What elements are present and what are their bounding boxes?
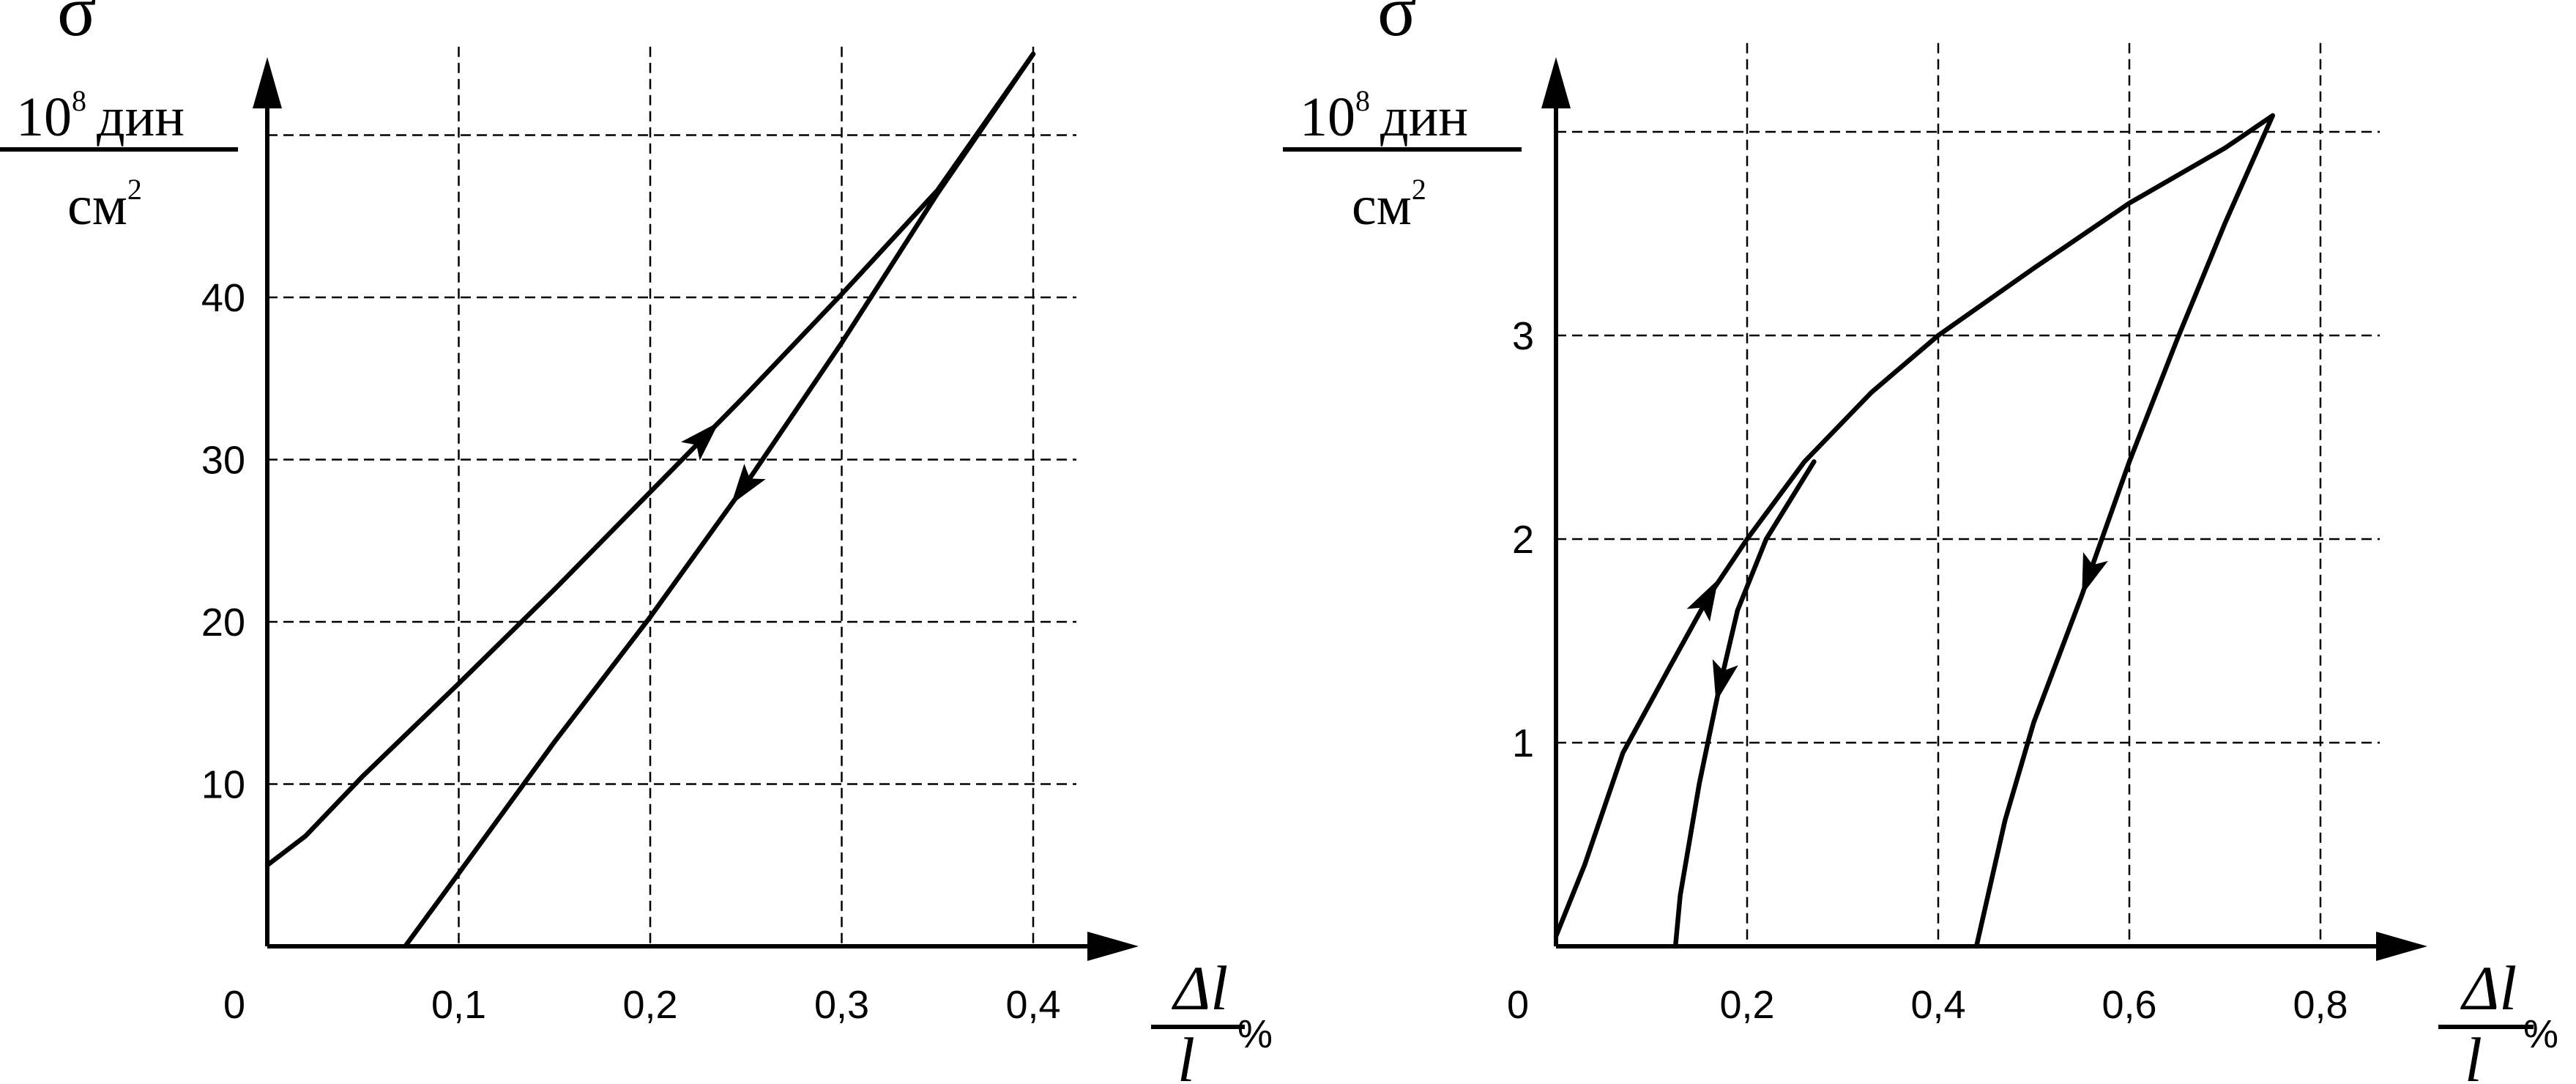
- y-unit-cm-exp: 2: [127, 173, 142, 206]
- x-axis-arrowhead: [2376, 932, 2427, 961]
- y-unit-base: 10: [1300, 86, 1355, 148]
- y-unit-exp: 8: [1355, 84, 1370, 117]
- series-curve-1: [1672, 459, 1817, 949]
- series-direction-arrow: [680, 422, 720, 461]
- series-direction-arrow: [1712, 659, 1738, 702]
- y-unit-dyn: дин: [1380, 86, 1468, 148]
- x-unit-denominator: l: [1177, 1025, 1195, 1084]
- y-tick-label: 10: [201, 763, 245, 807]
- x-tick-label: 0,6: [2102, 983, 2156, 1027]
- origin-label: 0: [223, 983, 245, 1027]
- y-tick-label: 3: [1512, 314, 1534, 358]
- y-unit-cm: см: [67, 175, 127, 237]
- y-unit-base: 10: [16, 86, 72, 148]
- x-unit-numerator: Δl: [2460, 953, 2517, 1023]
- x-unit-percent: %: [1237, 1012, 1273, 1056]
- y-axis-arrowhead: [253, 57, 282, 108]
- y-unit-dyn: дин: [97, 86, 185, 148]
- x-tick-label: 0,8: [2293, 983, 2348, 1027]
- x-tick-label: 0,4: [1005, 983, 1060, 1027]
- chart-left: σ 108 дин см2 0 Δl l % 0,1 0,2 0,3 0,4102030…: [0, 0, 1273, 1084]
- x-tick-label: 0,4: [1910, 983, 1965, 1027]
- y-tick-label: 30: [201, 439, 245, 483]
- x-tick-label: 0,2: [1719, 983, 1774, 1027]
- y-unit-numerator: 108 дин: [16, 84, 185, 148]
- y-tick-label: 20: [201, 601, 245, 645]
- y-symbol: σ: [57, 0, 97, 51]
- y-unit-numerator: 108 дин: [1300, 84, 1468, 148]
- y-axis-arrowhead: [1541, 57, 1571, 108]
- series-direction-arrow: [731, 464, 766, 505]
- origin-label: 0: [1507, 983, 1529, 1027]
- series-direction-arrow: [2082, 552, 2108, 595]
- x-tick-label: 0,2: [622, 983, 677, 1027]
- series-curve-0: [1553, 113, 2275, 939]
- series-direction-arrow: [1686, 579, 1719, 622]
- x-unit-denominator: l: [2465, 1025, 2482, 1084]
- y-symbol: σ: [1377, 0, 1417, 51]
- x-axis-arrowhead: [1087, 932, 1139, 961]
- series-curve-2: [1973, 113, 2275, 949]
- series-curve-1: [403, 51, 1036, 949]
- x-tick-label: 0,3: [814, 983, 869, 1027]
- x-tick-label: 0,1: [431, 983, 486, 1027]
- series-curve-0: [264, 51, 1036, 868]
- y-unit-cm-exp: 2: [1412, 173, 1426, 206]
- x-unit-numerator: Δl: [1172, 953, 1228, 1023]
- y-tick-label: 40: [201, 276, 245, 320]
- y-unit-denominator: см2: [1352, 173, 1426, 237]
- y-unit-cm: см: [1352, 175, 1412, 237]
- y-tick-label: 1: [1512, 721, 1534, 765]
- y-tick-label: 2: [1512, 518, 1534, 562]
- y-unit-exp: 8: [72, 84, 86, 117]
- y-unit-denominator: см2: [67, 173, 142, 237]
- x-unit-percent: %: [2523, 1012, 2558, 1056]
